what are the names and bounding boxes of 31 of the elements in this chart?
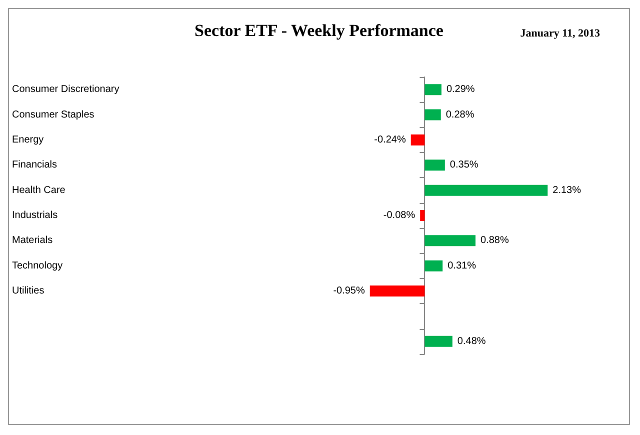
y-tick-label: Energy (12, 134, 44, 146)
bar (370, 286, 425, 297)
chart-subtitle: January 11, 2013 (520, 28, 600, 40)
data-label: 0.29% (446, 84, 475, 96)
y-tick-label: Health Care (12, 184, 66, 196)
y-tick-label: Utilities (12, 286, 44, 297)
y-tick-label: Technology (12, 260, 63, 272)
data-label: -0.24% (374, 134, 406, 146)
data-label: 0.88% (480, 235, 509, 246)
bar (424, 235, 476, 246)
data-label: 2.13% (552, 184, 582, 196)
bar (424, 336, 452, 347)
data-label: 0.48% (457, 336, 486, 347)
data-label: 0.31% (448, 260, 476, 272)
bar (424, 160, 445, 171)
data-label: -0.08% (383, 210, 416, 221)
y-tick-label: Materials (12, 235, 53, 246)
data-label: -0.95% (333, 286, 365, 297)
bar (424, 109, 441, 120)
chart-title: Sector ETF - Weekly Performance (194, 21, 444, 40)
bar (424, 84, 442, 96)
bar (424, 260, 443, 272)
y-tick-label: Consumer Staples (12, 109, 94, 120)
y-tick-label: Financials (12, 160, 58, 171)
bar (424, 184, 548, 196)
data-label: 0.28% (446, 109, 474, 120)
y-tick-label: Consumer Discretionary (12, 84, 120, 96)
bar (410, 134, 425, 146)
data-label: 0.35% (450, 160, 478, 171)
bar (420, 210, 425, 221)
y-tick-label: Industrials (12, 210, 58, 221)
